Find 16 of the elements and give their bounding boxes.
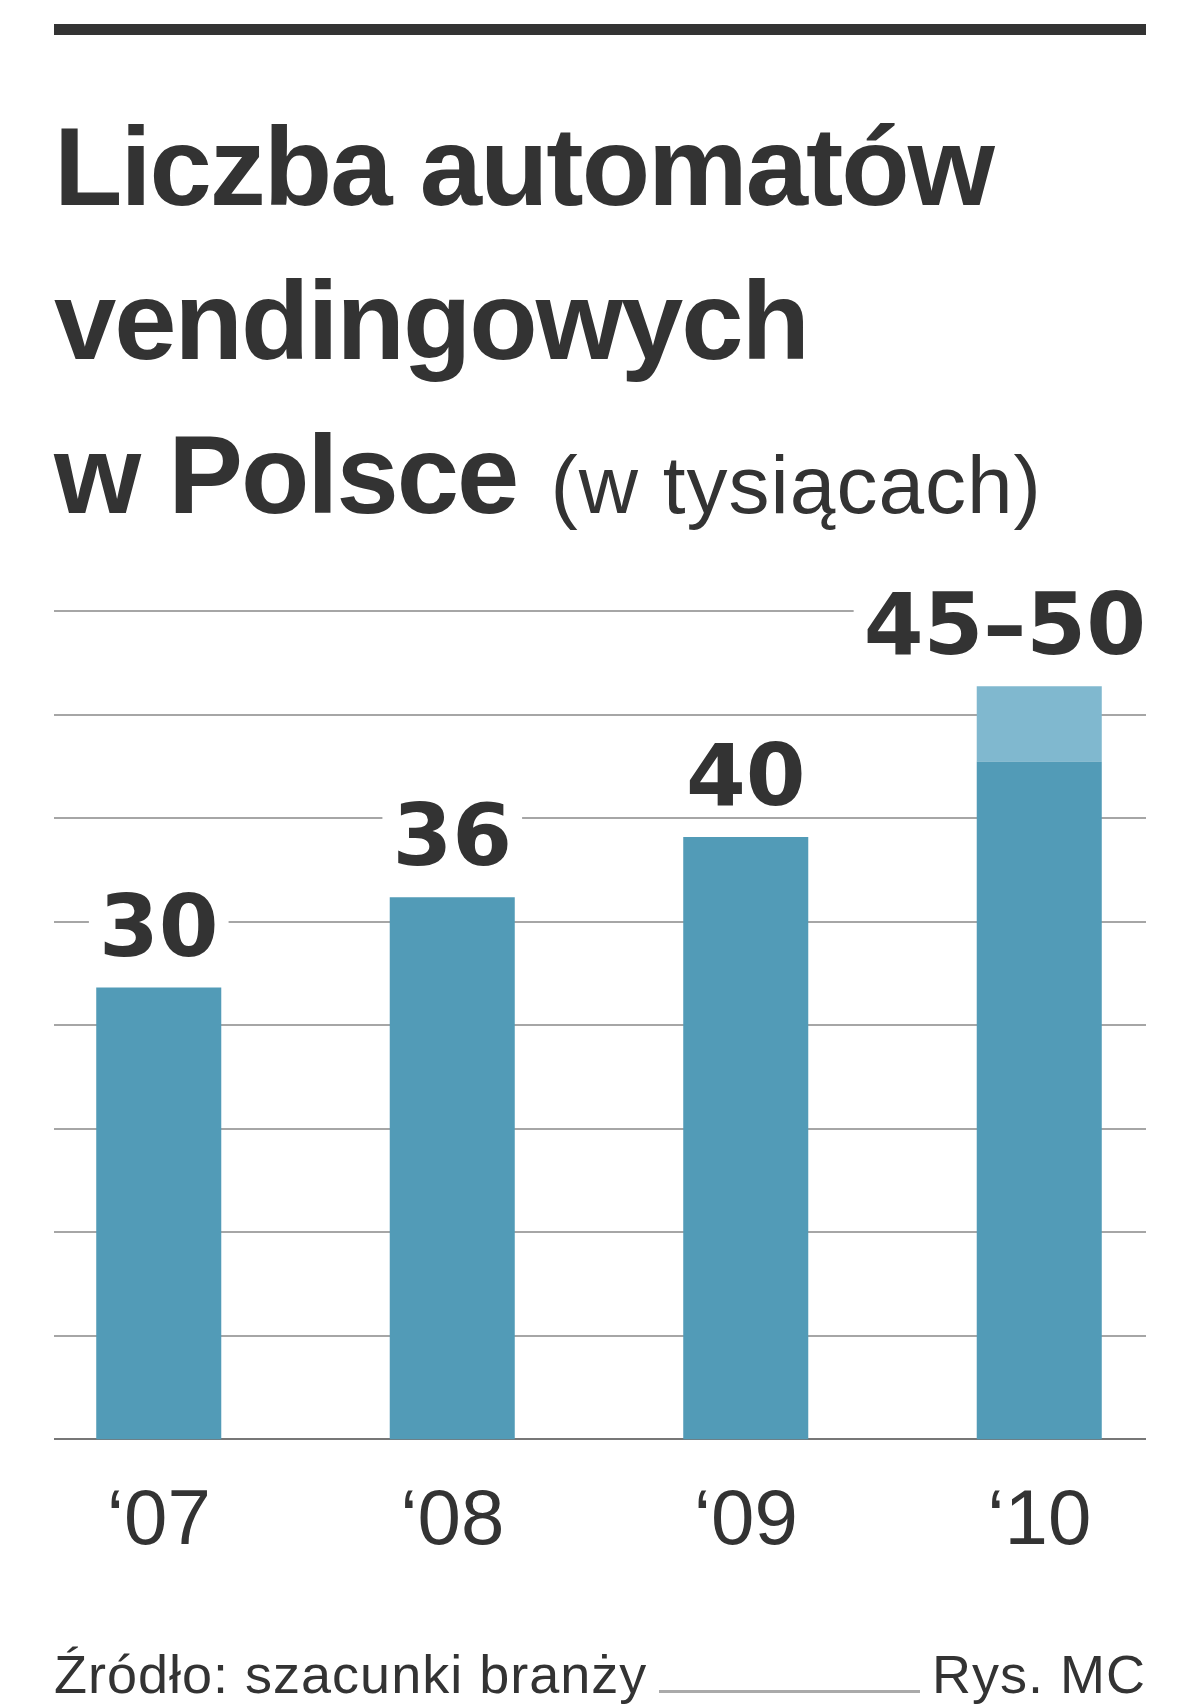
x-tick-label: ‘10	[987, 1472, 1092, 1561]
x-tick-label: ‘07	[106, 1472, 211, 1561]
x-tick-label: ‘09	[693, 1472, 798, 1561]
data-label: 40	[685, 724, 806, 825]
x-tick-label: ‘08	[400, 1472, 505, 1561]
data-label: 45–50	[863, 574, 1146, 675]
bar	[976, 761, 1102, 1440]
bar	[389, 897, 515, 1440]
chart-title: Liczba automatów vendingowych w Polsce (w tysiącach)	[54, 104, 1042, 537]
data-label: 30	[98, 875, 219, 976]
data-label: 36	[392, 785, 513, 886]
text: Rys. MC	[932, 1644, 1146, 1704]
text: Źródło: szacunki branży	[54, 1644, 648, 1704]
bar	[683, 836, 809, 1440]
bar	[976, 686, 1102, 762]
bar	[96, 987, 222, 1440]
